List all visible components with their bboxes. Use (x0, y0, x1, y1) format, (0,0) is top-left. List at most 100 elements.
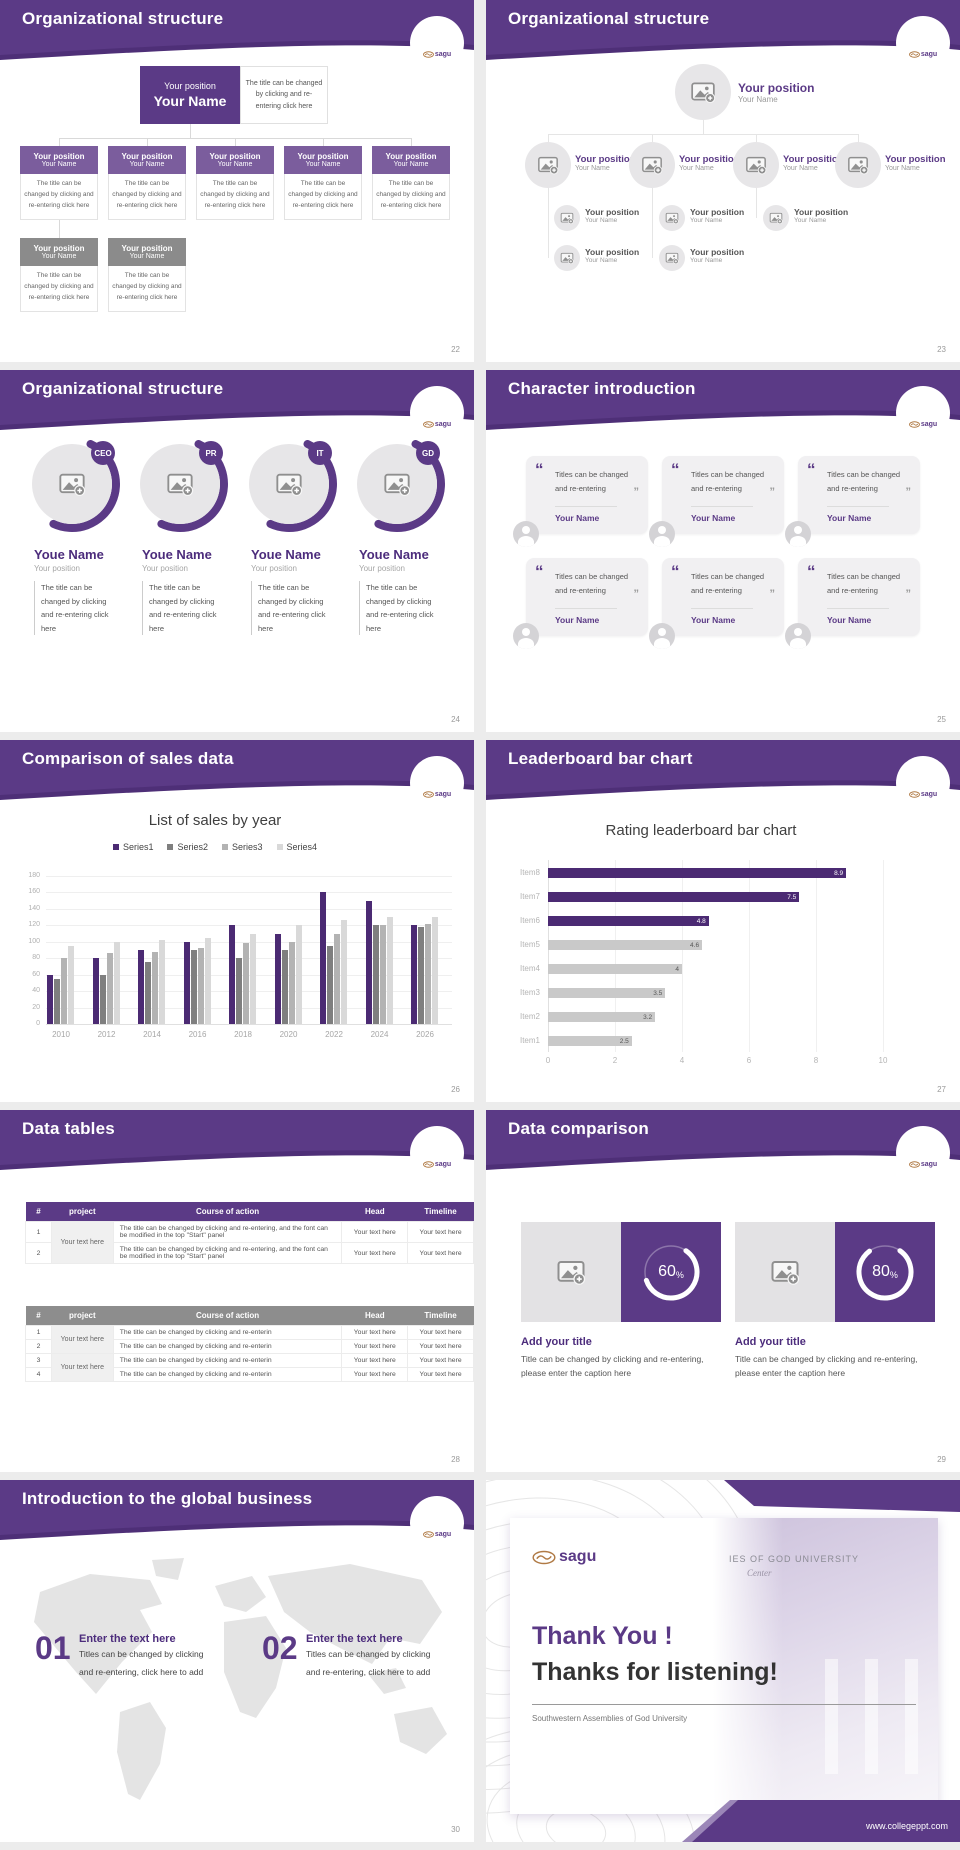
image-placeholder-icon (665, 252, 679, 265)
photo-placeholder-circle[interactable] (763, 205, 789, 231)
quote-card[interactable]: “ Titles can be changed and re-entering ” Y… (649, 456, 784, 547)
team-profile[interactable]: CEO Youe Name Your position The title can b… (20, 440, 124, 635)
quote-text: Titles can be changed and re-entering (827, 572, 901, 596)
quote-card[interactable]: “ Titles can be changed and re-entering ” Y… (785, 558, 920, 649)
gridline (548, 860, 549, 1052)
slide-27[interactable]: Rating leaderboard bar chart 0 2 4 6 8 10 Item8… (486, 740, 960, 1102)
photo-placeholder-circle[interactable] (659, 245, 685, 271)
table-header-cell: project (51, 1306, 114, 1326)
org-node[interactable]: Your position Your Name The title can be c… (196, 146, 274, 220)
org-node[interactable]: Your position Your Name The title can be c… (372, 146, 450, 220)
card-caption: Title can be changed by clicking and re-… (735, 1354, 918, 1378)
image-placeholder-icon (746, 156, 767, 175)
course-cell: The title can be changed by clicking and… (112, 1353, 343, 1368)
slide-29[interactable]: 60% Add your title Title can be changed by… (486, 1110, 960, 1472)
header-logo-circle: sagu (410, 756, 464, 810)
position-label: Your position (738, 81, 815, 95)
sagu-logo-text: sagu (920, 791, 938, 798)
header-wave (0, 370, 474, 430)
x-axis-tick-label: 10 (878, 1056, 888, 1065)
org-node[interactable]: Your position Your Name The title can be c… (20, 146, 98, 220)
bar (548, 940, 703, 950)
bar-value-label: 4 (675, 965, 679, 973)
photo-placeholder-circle[interactable] (835, 142, 881, 188)
image-placeholder-icon (769, 212, 783, 225)
quote-card[interactable]: “ Titles can be changed and re-entering ” Y… (649, 558, 784, 649)
position-label-group: Your position Your Name (679, 154, 740, 172)
slide-23[interactable]: Your position Your Name Your position Your … (486, 0, 960, 362)
bar-label: Item8 (519, 868, 540, 877)
slide-title: Data tables (22, 1119, 115, 1138)
connector-line (652, 134, 653, 142)
slide-26[interactable]: List of sales by year Series1 Series2 Serie… (0, 740, 474, 1102)
bar (327, 945, 333, 1024)
slide-24[interactable]: CEO Youe Name Your position The title can b… (0, 370, 474, 732)
org-node[interactable]: Your position Your Name The title can be c… (108, 238, 186, 312)
sagu-logo: sagu (422, 1161, 451, 1168)
row-number-cell: 2 (25, 1339, 52, 1354)
table-row[interactable]: 1 Your text here The title can be changed … (25, 1221, 474, 1264)
team-profile[interactable]: PR Youe Name Your position The title can be… (128, 440, 232, 635)
bar (145, 962, 151, 1024)
donut-ring (856, 1243, 914, 1301)
photo-placeholder-circle[interactable] (629, 142, 675, 188)
node-name-label: Your Name (305, 161, 341, 168)
percent-value: 80% (850, 1237, 920, 1307)
person-icon (522, 526, 530, 534)
quote-text: Titles can be changed and re-entering (555, 470, 629, 494)
connector-line (756, 188, 757, 218)
sagu-swoosh-icon (908, 791, 920, 798)
org-node[interactable]: Your position Your Name The title can be c… (108, 146, 186, 220)
image-placeholder-square[interactable] (735, 1222, 835, 1322)
photo-placeholder-circle[interactable] (525, 142, 571, 188)
quote-card[interactable]: “ Titles can be changed and re-entering ” Y… (513, 456, 648, 547)
table-row[interactable]: 3 Your text here The title can be changed … (25, 1353, 474, 1382)
gridline (46, 991, 452, 993)
table-row[interactable]: 2 The title can be changed by clicking an… (25, 1242, 474, 1264)
table-row[interactable]: 2 The title can be changed by clicking an… (25, 1339, 474, 1354)
team-profile[interactable]: GD Youe Name Your position The title can be… (345, 440, 449, 635)
slide-30[interactable]: 01 Enter the text here Titles can be chang… (0, 1480, 474, 1842)
slide-28[interactable]: # project Course of action Head Timeline 1 You… (0, 1110, 474, 1472)
thank-you-card: IES OF GOD UNIVERSITY Center sagu Thank … (510, 1518, 938, 1814)
position-label: Your position (690, 247, 745, 257)
slide-title: Data comparison (508, 1119, 649, 1138)
profile-photo-circle: CEO (32, 440, 120, 532)
org-node[interactable]: Your position Your Name The title can be c… (284, 146, 362, 220)
org-root-node[interactable]: Your position Your Name (140, 66, 240, 124)
photo-placeholder-circle[interactable] (659, 205, 685, 231)
image-placeholder-square[interactable] (521, 1222, 621, 1322)
slide-25[interactable]: “ Titles can be changed and re-entering ” Y… (486, 370, 960, 732)
footer-url: www.collegeppt.com (865, 1821, 948, 1831)
quote-card[interactable]: “ Titles can be changed and re-entering ” Y… (785, 456, 920, 547)
org-root-desc[interactable]: The title can be changed by clicking and… (240, 66, 328, 124)
gridline (46, 958, 452, 960)
org-node[interactable]: Your position Your Name The title can be c… (20, 238, 98, 312)
photo-placeholder-circle[interactable] (554, 205, 580, 231)
photo-placeholder-circle[interactable] (554, 245, 580, 271)
node-desc: The title can be changed by clicking and… (20, 174, 98, 220)
team-profile[interactable]: IT Youe Name Your position The title can be… (237, 440, 341, 635)
node-desc: The title can be changed by clicking and… (196, 174, 274, 220)
slide-22[interactable]: Your position Your Name The title can be c… (0, 0, 474, 362)
table-row[interactable]: 4 The title can be changed by clicking an… (25, 1367, 474, 1382)
bar (197, 948, 204, 1024)
page-number: 26 (451, 1085, 460, 1094)
person-name: Your Name (691, 615, 736, 625)
building-column (825, 1659, 838, 1774)
photo-placeholder-circle[interactable] (675, 64, 731, 120)
avatar (513, 623, 539, 649)
donut-chart: 60% (636, 1237, 706, 1307)
profile-photo-circle: GD (357, 440, 445, 532)
connector-line (548, 134, 858, 135)
photo-placeholder-circle[interactable] (733, 142, 779, 188)
university-subtitle: Southwestern Assemblies of God Universit… (532, 1714, 688, 1723)
bar (159, 940, 165, 1024)
slide-thank-you[interactable]: IES OF GOD UNIVERSITY Center sagu Thank … (486, 1480, 960, 1842)
table-row[interactable]: 1 Your text here The title can be changed … (25, 1325, 474, 1354)
node-desc: The title can be changed by clicking and… (20, 266, 98, 312)
step-title: Enter the text here (79, 1633, 176, 1645)
quote-card[interactable]: “ Titles can be changed and re-entering ” Y… (513, 558, 648, 649)
member-position: Your position (142, 564, 188, 573)
position-label-group: Your position Your Name (690, 207, 744, 224)
